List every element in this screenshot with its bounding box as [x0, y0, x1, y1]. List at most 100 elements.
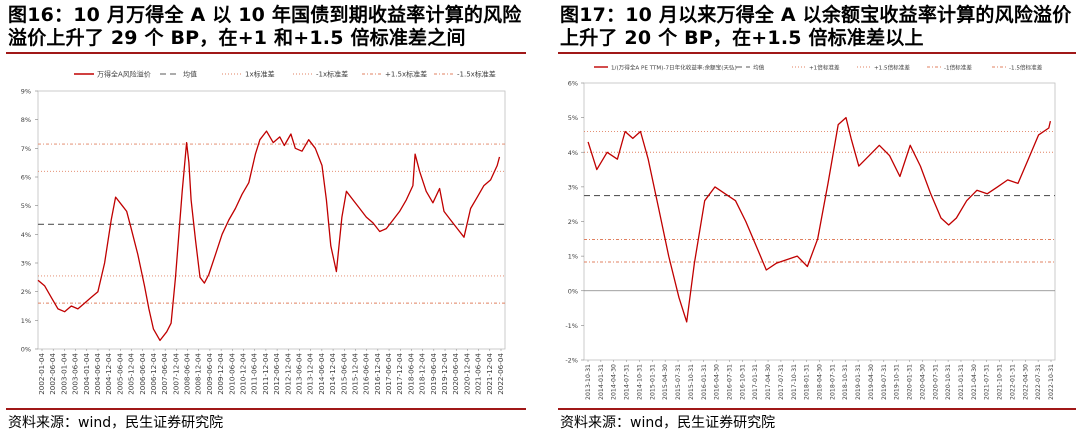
legend-label: +1.5x标准差 — [385, 70, 427, 79]
y-tick-label: 8% — [21, 116, 31, 124]
y-tick-label: 1% — [21, 317, 31, 325]
y-tick-label: -1% — [565, 322, 578, 330]
x-tick-label: 2006-12-04 — [149, 353, 158, 395]
y-tick-label: 6% — [21, 174, 31, 182]
x-tick-label: 2016-01-31 — [701, 364, 708, 400]
x-tick-label: 2011-06-04 — [250, 353, 259, 395]
x-tick-label: 2009-12-04 — [216, 353, 225, 395]
x-tick-label: 2019-04-30 — [868, 364, 875, 400]
x-tick-label: 2004-12-04 — [104, 353, 113, 395]
x-tick-label: 2008-12-04 — [194, 353, 203, 395]
x-tick-label: 2015-12-04 — [350, 353, 359, 395]
x-tick-label: 2019-10-31 — [894, 364, 901, 400]
figure-16-title: 图16：10 月万得全 A 以 10 年国债到期收益率计算的风险溢价上升了 29… — [8, 4, 522, 49]
x-tick-label: 2016-07-31 — [726, 364, 733, 400]
x-tick-label: 2021-04-30 — [971, 364, 978, 400]
series-line — [37, 130, 501, 342]
series-line — [587, 116, 1052, 323]
x-tick-label: 2021-10-31 — [997, 364, 1004, 400]
x-tick-label: 2017-10-31 — [791, 364, 798, 400]
legend-label: 1x标准差 — [245, 70, 275, 79]
x-tick-label: 2020-12-04 — [462, 353, 471, 395]
x-tick-label: 2021-06-04 — [474, 353, 483, 395]
x-tick-label: 2014-01-31 — [598, 364, 605, 400]
x-tick-label: 2003-01-04 — [59, 353, 68, 395]
x-tick-label: 2019-12-04 — [440, 353, 449, 395]
x-tick-label: 2020-07-31 — [932, 364, 939, 400]
x-tick-label: 2019-06-04 — [429, 353, 438, 395]
x-tick-label: 2018-07-31 — [829, 364, 836, 400]
risk-premium-chart-yuebao: -2% -1% 0% 1% 2% 3% 4% 5% 6% 2013-10-31 2014-01-31… — [565, 64, 1056, 400]
y-tick-label: 6% — [568, 80, 578, 88]
plot-frame — [37, 90, 506, 350]
x-tick-label: 2015-10-31 — [688, 364, 695, 400]
source-rule — [6, 408, 526, 410]
x-tick-label: 2006-06-04 — [138, 353, 147, 395]
x-tick-label: 2011-12-04 — [261, 353, 270, 395]
y-tick-label: 0% — [21, 346, 31, 354]
x-tick-label: 2012-06-04 — [272, 353, 281, 395]
x-tick-label: 2002-06-04 — [48, 353, 57, 395]
y-tick-label: 5% — [21, 202, 31, 210]
x-tick-label: 2018-12-04 — [418, 353, 427, 395]
legend-label: 均值 — [183, 70, 197, 79]
x-tick-label: 2015-04-30 — [662, 364, 669, 400]
x-tick-label: 2015-06-04 — [339, 353, 348, 395]
legend-label: 1/(万得全A PE TTM)-7日年化收益率:余额宝(天弘) — [611, 64, 737, 72]
x-tick-label: 2022-01-31 — [1009, 364, 1016, 400]
x-tick-label: 2018-04-30 — [817, 364, 824, 400]
y-tick-label: 1% — [568, 253, 578, 261]
figure-17-source: 资料来源：wind，民生证券研究院 — [560, 415, 776, 431]
x-tick-label: 2019-01-31 — [855, 364, 862, 400]
figure-16-panel: 图16：10 月万得全 A 以 10 年国债到期收益率计算的风险溢价上升了 29… — [0, 0, 530, 435]
x-tick-label: 2005-06-04 — [115, 353, 124, 395]
x-tick-label: 2002-01-04 — [37, 353, 46, 395]
y-tick-label: 2% — [568, 218, 578, 226]
x-tick-label: 2014-07-31 — [624, 364, 631, 400]
x-tick-label: 2014-10-31 — [636, 364, 643, 400]
risk-premium-chart-10y: 0% 1% 2% 3% 4% 5% 6% 7% 8% 9% 2002-01-04 2002-06-04… — [21, 70, 506, 395]
x-tick-label: 2017-12-04 — [395, 353, 404, 395]
y-tick-label: 9% — [21, 88, 31, 96]
x-tick-label: 2016-10-31 — [739, 364, 746, 400]
x-tick-label: 2021-12-04 — [485, 353, 494, 395]
x-tick-label: 2014-04-30 — [611, 364, 618, 400]
x-tick-label: 2007-06-04 — [160, 353, 169, 395]
x-tick-label: 2020-04-30 — [919, 364, 926, 400]
x-tick-label: 2016-06-04 — [362, 353, 371, 395]
legend-label: -1.5x标准差 — [457, 70, 496, 79]
x-tick-label: 2017-01-31 — [752, 364, 759, 400]
x-tick-label: 2017-04-30 — [765, 364, 772, 400]
x-tick-label: 2017-07-31 — [778, 364, 785, 400]
plot-frame — [583, 82, 1056, 361]
x-tick-label: 2004-01-04 — [82, 353, 91, 395]
title-rule — [6, 52, 526, 54]
y-tick-label: -2% — [565, 357, 578, 365]
legend-label: -1x标准差 — [316, 70, 348, 79]
x-tick-label: 2022-06-04 — [496, 353, 505, 395]
x-tick-label: 2015-07-31 — [675, 364, 682, 400]
x-tick-label: 2021-07-31 — [984, 364, 991, 400]
x-tick-label: 2022-04-30 — [1022, 364, 1029, 400]
figure-16-source: 资料来源：wind，民生证券研究院 — [8, 415, 224, 431]
x-tick-label: 2010-06-04 — [227, 353, 236, 395]
x-tick-label: 2012-12-04 — [283, 353, 292, 395]
x-tick-label: 2007-12-04 — [171, 353, 180, 395]
x-tick-label: 2015-01-31 — [649, 364, 656, 400]
x-tick-label: 2022-10-31 — [1048, 364, 1055, 400]
y-tick-label: 0% — [568, 287, 578, 295]
x-tick-label: 2014-12-04 — [328, 353, 337, 395]
legend-label: -1.5倍标准差 — [1009, 64, 1043, 72]
x-tick-label: 2009-06-04 — [205, 353, 214, 395]
legend-label: 万得全A风险溢价 — [97, 70, 151, 79]
x-tick-label: 2008-06-04 — [183, 353, 192, 395]
x-tick-label: 2021-01-31 — [958, 364, 965, 400]
legend-label: 均值 — [753, 64, 765, 72]
legend-label: +1倍标准差 — [809, 64, 840, 72]
x-tick-label: 2004-06-04 — [93, 353, 102, 395]
x-tick-label: 2020-10-31 — [945, 364, 952, 400]
x-tick-label: 2016-04-30 — [714, 364, 721, 400]
x-tick-label: 2005-12-04 — [127, 353, 136, 395]
x-tick-label: 2010-12-04 — [239, 353, 248, 395]
y-tick-label: 2% — [21, 288, 31, 296]
